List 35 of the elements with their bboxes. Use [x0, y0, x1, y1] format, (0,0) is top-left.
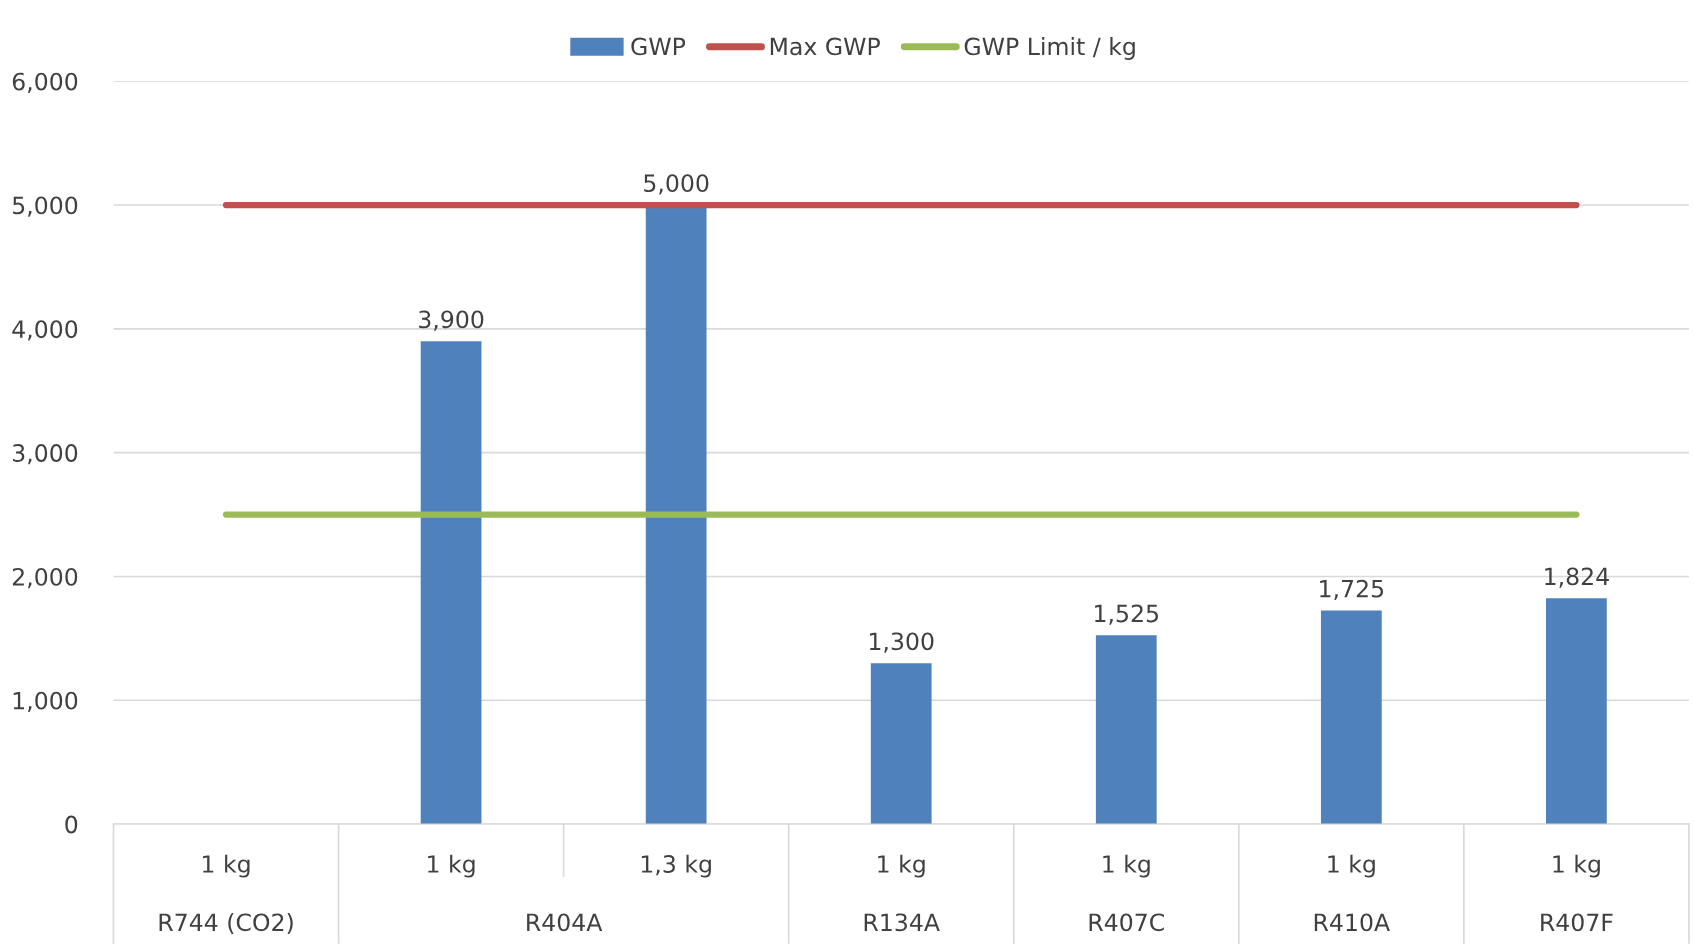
text: R404A: [527, 913, 603, 932]
y-tick-label: 4,000: [12, 320, 78, 341]
y-tick-label: 1,000: [13, 691, 78, 713]
text: R410A: [1314, 913, 1390, 932]
y-tick-label: 3,000: [12, 444, 78, 465]
x-tick-label: 1 kg: [1553, 854, 1600, 878]
y-tick-label: 6,000: [12, 72, 78, 93]
x-tick-label: 1 kg: [203, 854, 250, 878]
x-tick-label: 1 kg: [878, 854, 925, 878]
data-label: 1,725: [1320, 579, 1384, 601]
x-tick-label: 1 kg: [1103, 854, 1150, 878]
text: R407C: [1089, 913, 1164, 932]
y-tick-label: 5,000: [13, 196, 78, 217]
data-label: 1,525: [1095, 604, 1158, 625]
bar: [1320, 610, 1382, 825]
bar: [870, 663, 932, 825]
y-tick-label: 0: [65, 815, 78, 834]
legend-label: GWP Limit / kg: [964, 37, 1135, 60]
bar: [1546, 598, 1607, 825]
text: R134A: [864, 913, 940, 932]
x-tick-label: 1 kg: [428, 854, 475, 878]
data-label: 1,300: [870, 632, 934, 653]
text: R744 (CO2): [159, 913, 293, 935]
x-tick-label: 1 kg: [1328, 854, 1375, 878]
x-tick-label: 1,3 kg: [641, 854, 711, 878]
y-tick-label: 2,000: [12, 567, 78, 589]
bar: [420, 341, 482, 825]
legend-label: Max GWP: [770, 37, 880, 56]
bar: [1095, 635, 1157, 825]
legend-label: GWP: [631, 37, 686, 56]
text: R407F: [1541, 913, 1613, 932]
data-label: 1,824: [1545, 567, 1609, 588]
data-label: 3,900: [419, 310, 484, 331]
data-label: 5,000: [644, 174, 709, 195]
bar: [645, 205, 707, 825]
